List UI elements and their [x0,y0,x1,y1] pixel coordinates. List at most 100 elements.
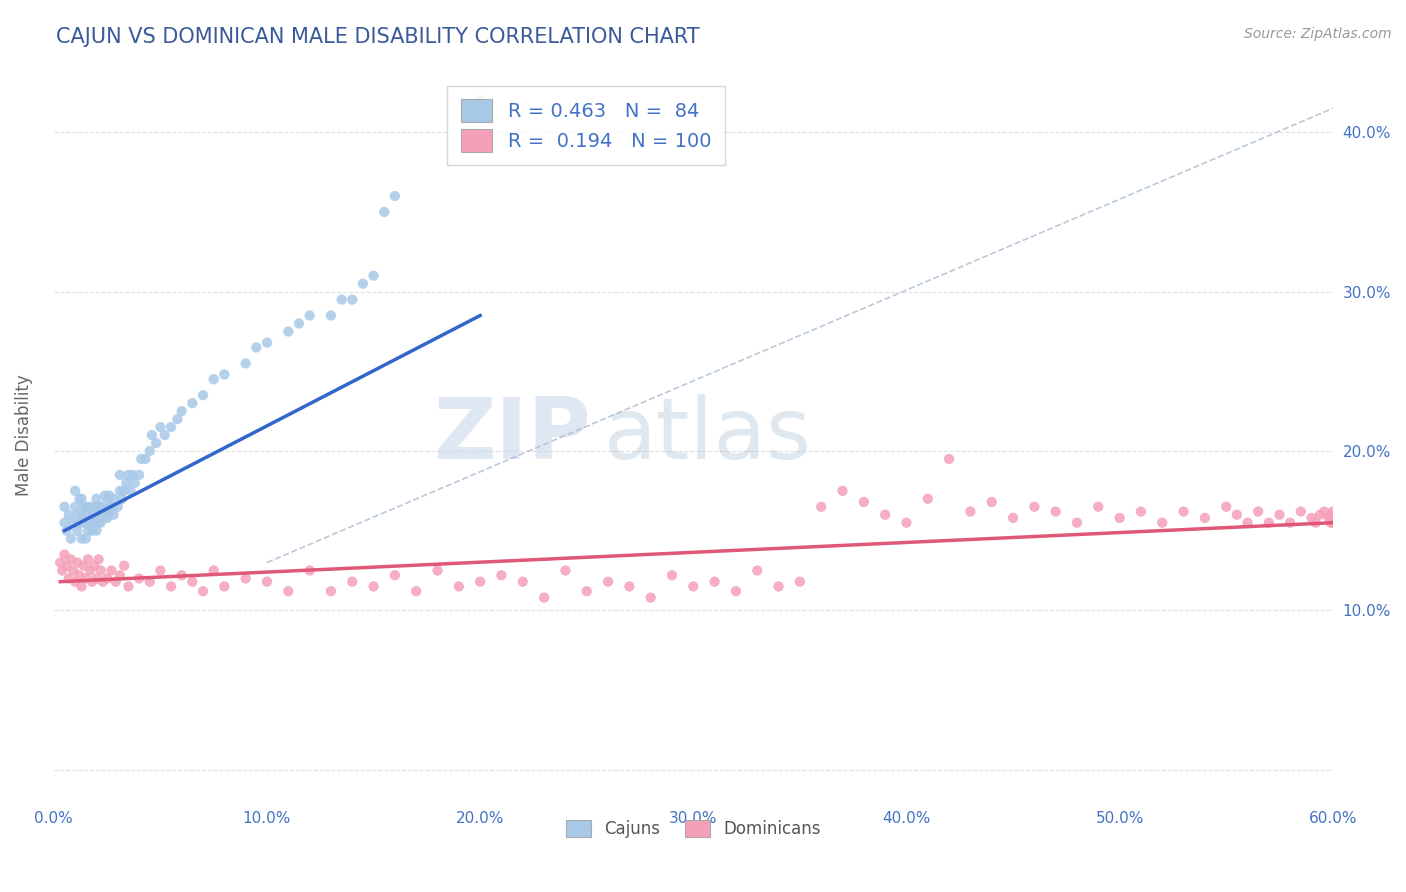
Point [1319,508,1341,522]
Point [160,420,183,434]
Point [202,564,225,578]
Point [1322,516,1344,530]
Point [214,579,236,593]
Text: ZIP: ZIP [433,393,591,476]
Point [1236,516,1258,530]
Point [468,574,491,589]
Point [330,293,353,307]
Point [1087,500,1109,514]
Point [103,491,125,506]
Point [1322,511,1344,525]
Point [1129,504,1152,518]
Point [1215,500,1237,514]
Point [149,564,172,578]
Point [139,574,162,589]
Point [896,516,918,530]
Point [1305,516,1327,530]
Point [70,491,93,506]
Point [121,467,143,482]
Point [852,495,875,509]
Point [1108,511,1130,525]
Point [86,572,108,586]
Point [66,524,89,538]
Point [124,475,146,490]
Point [384,568,406,582]
Point [112,558,135,573]
Point [980,495,1002,509]
Point [166,412,188,426]
Point [170,404,193,418]
Point [98,489,121,503]
Point [1173,504,1195,518]
Point [79,516,101,530]
Point [1257,516,1279,530]
Point [363,579,385,593]
Point [86,508,108,522]
Text: atlas: atlas [603,393,811,476]
Point [100,500,122,514]
Point [235,356,257,370]
Point [1002,511,1025,525]
Point [53,516,76,530]
Point [66,508,89,522]
Point [447,579,470,593]
Point [319,584,342,599]
Point [724,584,747,599]
Point [86,491,108,506]
Point [619,579,641,593]
Point [491,568,513,582]
Point [682,579,704,593]
Point [141,428,163,442]
Y-axis label: Male Disability: Male Disability [15,374,32,496]
Point [55,558,77,573]
Point [87,516,110,530]
Point [202,372,225,386]
Point [596,574,619,589]
Point [58,508,80,522]
Point [191,584,214,599]
Point [149,420,172,434]
Legend: Cajuns, Dominicans: Cajuns, Dominicans [560,813,828,845]
Point [91,574,114,589]
Point [938,452,960,467]
Point [75,500,97,514]
Point [70,532,93,546]
Point [575,584,598,599]
Point [62,564,84,578]
Point [63,574,86,589]
Point [640,591,662,605]
Point [468,94,491,108]
Point [352,277,374,291]
Point [533,591,555,605]
Point [1024,500,1046,514]
Point [63,500,86,514]
Point [108,483,131,498]
Point [53,548,76,562]
Point [82,508,104,522]
Point [1322,504,1344,518]
Point [96,511,118,525]
Point [129,452,152,467]
Point [405,584,427,599]
Point [128,467,150,482]
Point [181,574,204,589]
Point [96,572,118,586]
Point [875,508,897,522]
Point [120,483,142,498]
Point [1319,516,1341,530]
Point [768,579,790,593]
Point [959,504,981,518]
Point [256,335,278,350]
Point [67,568,90,582]
Point [70,579,93,593]
Point [1152,516,1174,530]
Point [1289,504,1312,518]
Point [75,572,97,586]
Point [789,574,811,589]
Point [363,268,385,283]
Point [554,564,576,578]
Point [134,452,156,467]
Point [319,309,342,323]
Point [82,574,104,589]
Point [298,564,321,578]
